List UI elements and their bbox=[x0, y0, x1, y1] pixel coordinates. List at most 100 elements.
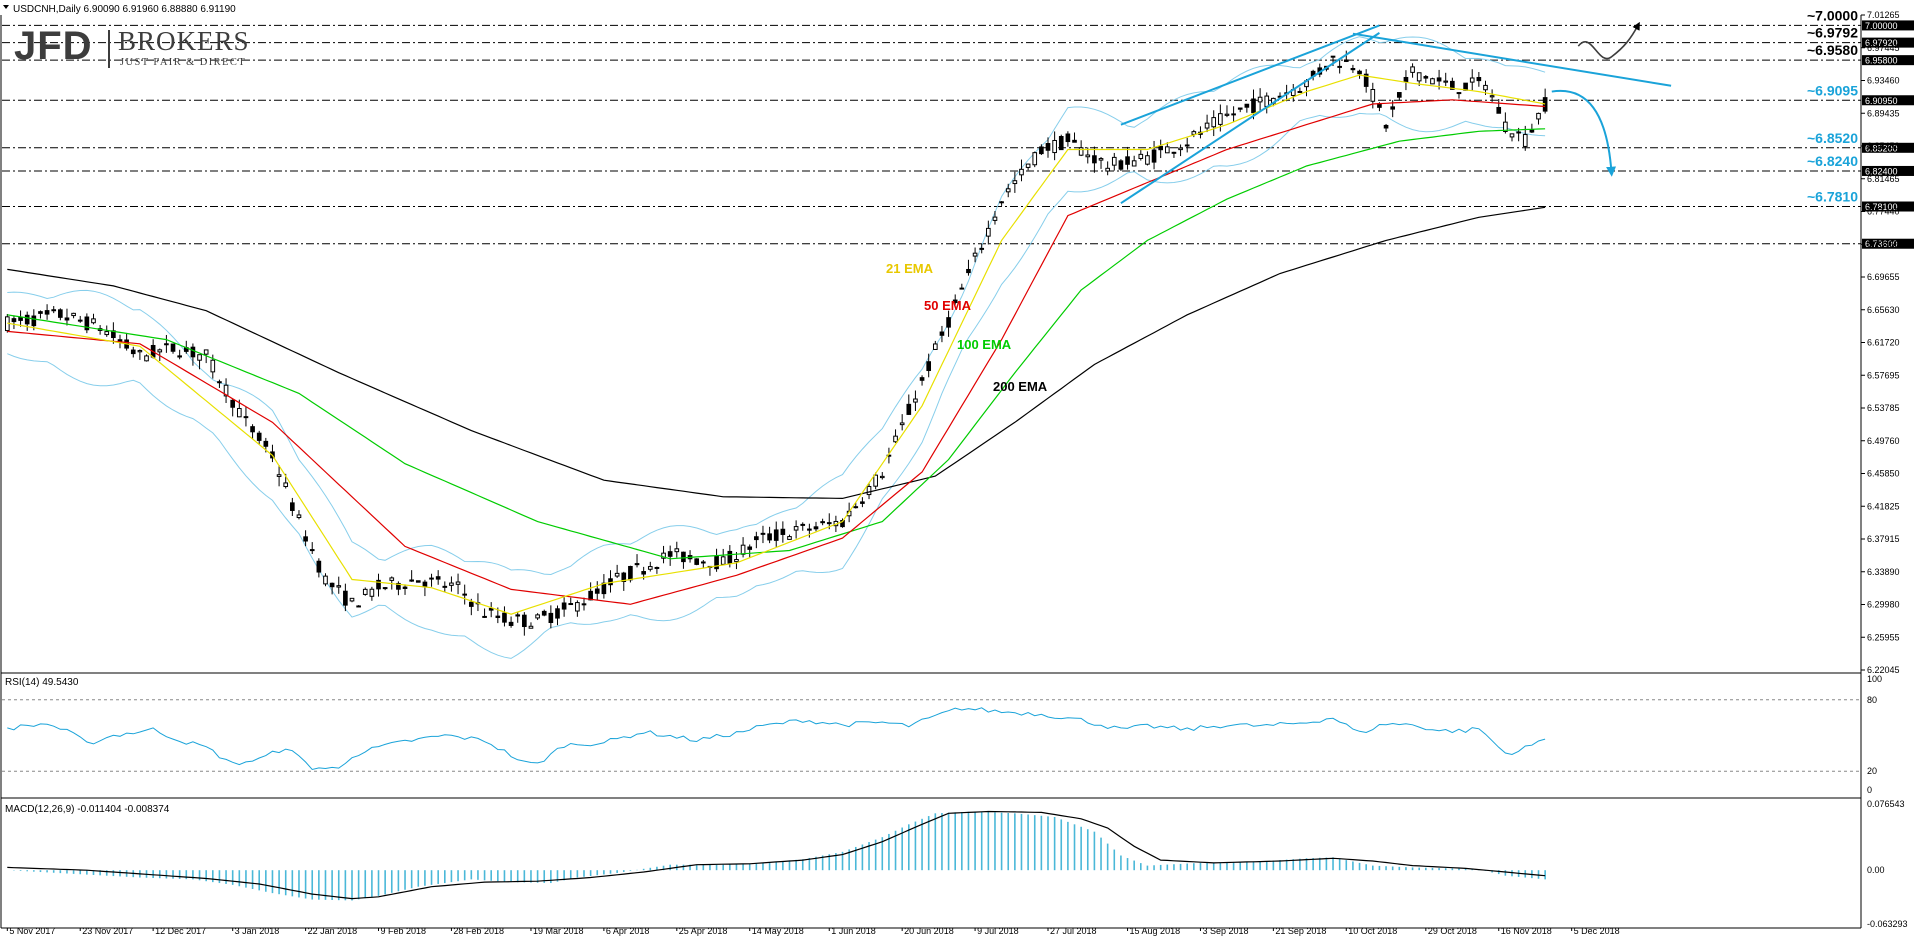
price-tick-label: 6.61720 bbox=[1867, 338, 1900, 348]
candle-body bbox=[1522, 134, 1528, 147]
time-tick-label: 25 Apr 2018 bbox=[679, 926, 728, 936]
candle-body bbox=[336, 585, 342, 588]
candle-body bbox=[1357, 70, 1362, 75]
time-tick-label: 29 Oct 2018 bbox=[1428, 926, 1477, 936]
candle-body bbox=[1171, 151, 1177, 154]
candle-body bbox=[362, 588, 368, 595]
candle-body bbox=[230, 399, 236, 408]
candle-body bbox=[104, 331, 110, 336]
candle-body bbox=[621, 572, 627, 582]
resistance-trendline bbox=[1352, 32, 1672, 87]
candle-body bbox=[866, 485, 872, 496]
candle-body bbox=[853, 506, 859, 509]
candle-body bbox=[966, 268, 971, 274]
candle-body bbox=[455, 581, 461, 585]
candle-body bbox=[468, 601, 474, 607]
price-tick-label: 6.45850 bbox=[1867, 469, 1900, 479]
candle-body bbox=[1542, 97, 1548, 112]
level-label: ~6.7810 bbox=[1807, 189, 1858, 205]
time-tick-label: 5 Dec 2018 bbox=[1574, 926, 1620, 936]
candle-body bbox=[1032, 152, 1038, 166]
candle-body bbox=[1085, 154, 1091, 158]
ema200-label: 200 EMA bbox=[993, 379, 1048, 394]
candle-body bbox=[263, 440, 269, 447]
level-label: ~6.8520 bbox=[1807, 130, 1858, 146]
candle-body bbox=[1416, 72, 1422, 82]
candle-body bbox=[1191, 131, 1197, 135]
candle-body bbox=[1297, 90, 1303, 93]
candle-body bbox=[1390, 106, 1396, 110]
candle-body bbox=[409, 579, 414, 582]
time-tick-label: 9 Feb 2018 bbox=[381, 926, 427, 936]
macd-tick-label: 0.00 bbox=[1867, 865, 1885, 875]
candle-body bbox=[667, 551, 673, 557]
time-tick-label: 5 Nov 2017 bbox=[9, 926, 55, 936]
candle-body bbox=[840, 520, 845, 528]
time-tick-label: 3 Sep 2018 bbox=[1202, 926, 1248, 936]
candle-body bbox=[986, 227, 991, 237]
candle-body bbox=[1503, 121, 1508, 132]
candle-body bbox=[31, 315, 37, 327]
time-tick-label: 12 Dec 2017 bbox=[155, 926, 206, 936]
bearish-arrow bbox=[1551, 89, 1617, 177]
candle-body bbox=[1145, 155, 1150, 165]
rsi-tick-label: 100 bbox=[1867, 674, 1882, 684]
price-tick-label: 6.73455 bbox=[1867, 239, 1900, 249]
candle-body bbox=[1244, 103, 1250, 108]
candle-body bbox=[541, 610, 547, 616]
candle-body bbox=[323, 575, 328, 585]
time-tick-label: 20 Jun 2018 bbox=[904, 926, 954, 936]
time-tick-label: 3 Jan 2018 bbox=[235, 926, 280, 936]
candle-body bbox=[919, 377, 925, 381]
support-resistance-levels: 7.00000 ~7.0000 6.97920 ~6.9792 6.95800 ~6.95… bbox=[2, 7, 1914, 249]
candle-body bbox=[913, 398, 918, 403]
candle-body bbox=[1204, 122, 1210, 129]
candle-body bbox=[568, 603, 574, 606]
candle-body bbox=[681, 551, 686, 563]
candle-body bbox=[760, 532, 766, 535]
candle-body bbox=[164, 343, 169, 346]
candle-body bbox=[1012, 180, 1018, 185]
candle-body bbox=[1251, 98, 1256, 114]
time-tick-label: 10 Oct 2018 bbox=[1348, 926, 1397, 936]
price-tick-label: 6.69655 bbox=[1867, 272, 1900, 282]
symbol-menu-icon[interactable] bbox=[3, 5, 9, 9]
candle-body bbox=[1476, 77, 1482, 82]
candle-body bbox=[734, 559, 739, 563]
candle-body bbox=[767, 533, 772, 541]
candle-body bbox=[893, 435, 898, 443]
level-price-tag-text: 6.90950 bbox=[1865, 96, 1898, 106]
candle-body bbox=[1237, 107, 1243, 110]
candle-body bbox=[594, 588, 600, 594]
logo-brokers-text: BROKERS bbox=[118, 26, 250, 56]
candle-body bbox=[1151, 149, 1157, 163]
candle-body bbox=[1211, 117, 1217, 128]
rsi-tick-label: 20 bbox=[1867, 766, 1877, 776]
price-candles bbox=[4, 50, 1548, 636]
candle-body bbox=[309, 549, 315, 552]
candle-body bbox=[1257, 96, 1263, 103]
candle-body bbox=[58, 309, 63, 318]
candle-body bbox=[482, 615, 487, 618]
time-tick-label: 21 Sep 2018 bbox=[1275, 926, 1326, 936]
candle-body bbox=[396, 582, 401, 590]
candle-body bbox=[1045, 143, 1051, 151]
candle-body bbox=[1509, 133, 1515, 138]
candle-body bbox=[714, 555, 719, 570]
candle-body bbox=[661, 552, 666, 559]
candle-body bbox=[51, 309, 57, 312]
bollinger-upper bbox=[7, 36, 1546, 576]
candle-body bbox=[1383, 124, 1389, 129]
price-tick-label: 6.29980 bbox=[1867, 600, 1900, 610]
time-tick-label: 15 Aug 2018 bbox=[1130, 926, 1181, 936]
ema100-label: 100 EMA bbox=[957, 337, 1012, 352]
candle-body bbox=[634, 563, 640, 566]
candle-body bbox=[555, 608, 560, 619]
candle-body bbox=[508, 621, 514, 626]
level-price-tag-text: 6.97920 bbox=[1865, 38, 1898, 48]
candle-body bbox=[1443, 80, 1449, 83]
price-tick-label: 6.97445 bbox=[1867, 43, 1900, 53]
candle-body bbox=[561, 602, 567, 610]
